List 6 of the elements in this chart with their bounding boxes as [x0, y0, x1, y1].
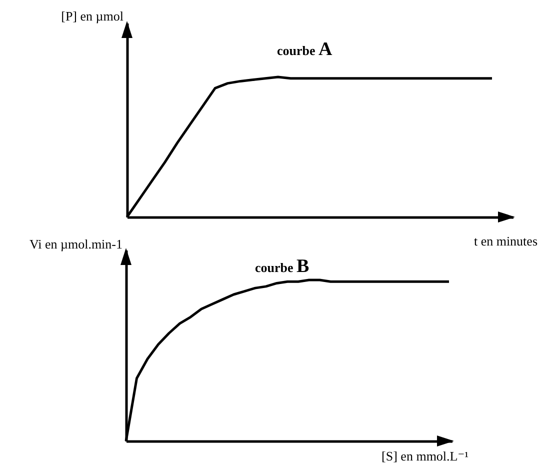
text: courbe A — [277, 39, 333, 60]
y-axis-title: [P] en µmol — [61, 8, 124, 24]
x-axis-title: [S] en mmol.L⁻¹ — [382, 448, 469, 464]
text: courbe B — [255, 256, 310, 277]
y-axis-title: Vi en µmol.min-1 — [29, 236, 122, 252]
x-axis-title: t en minutes — [474, 234, 538, 248]
